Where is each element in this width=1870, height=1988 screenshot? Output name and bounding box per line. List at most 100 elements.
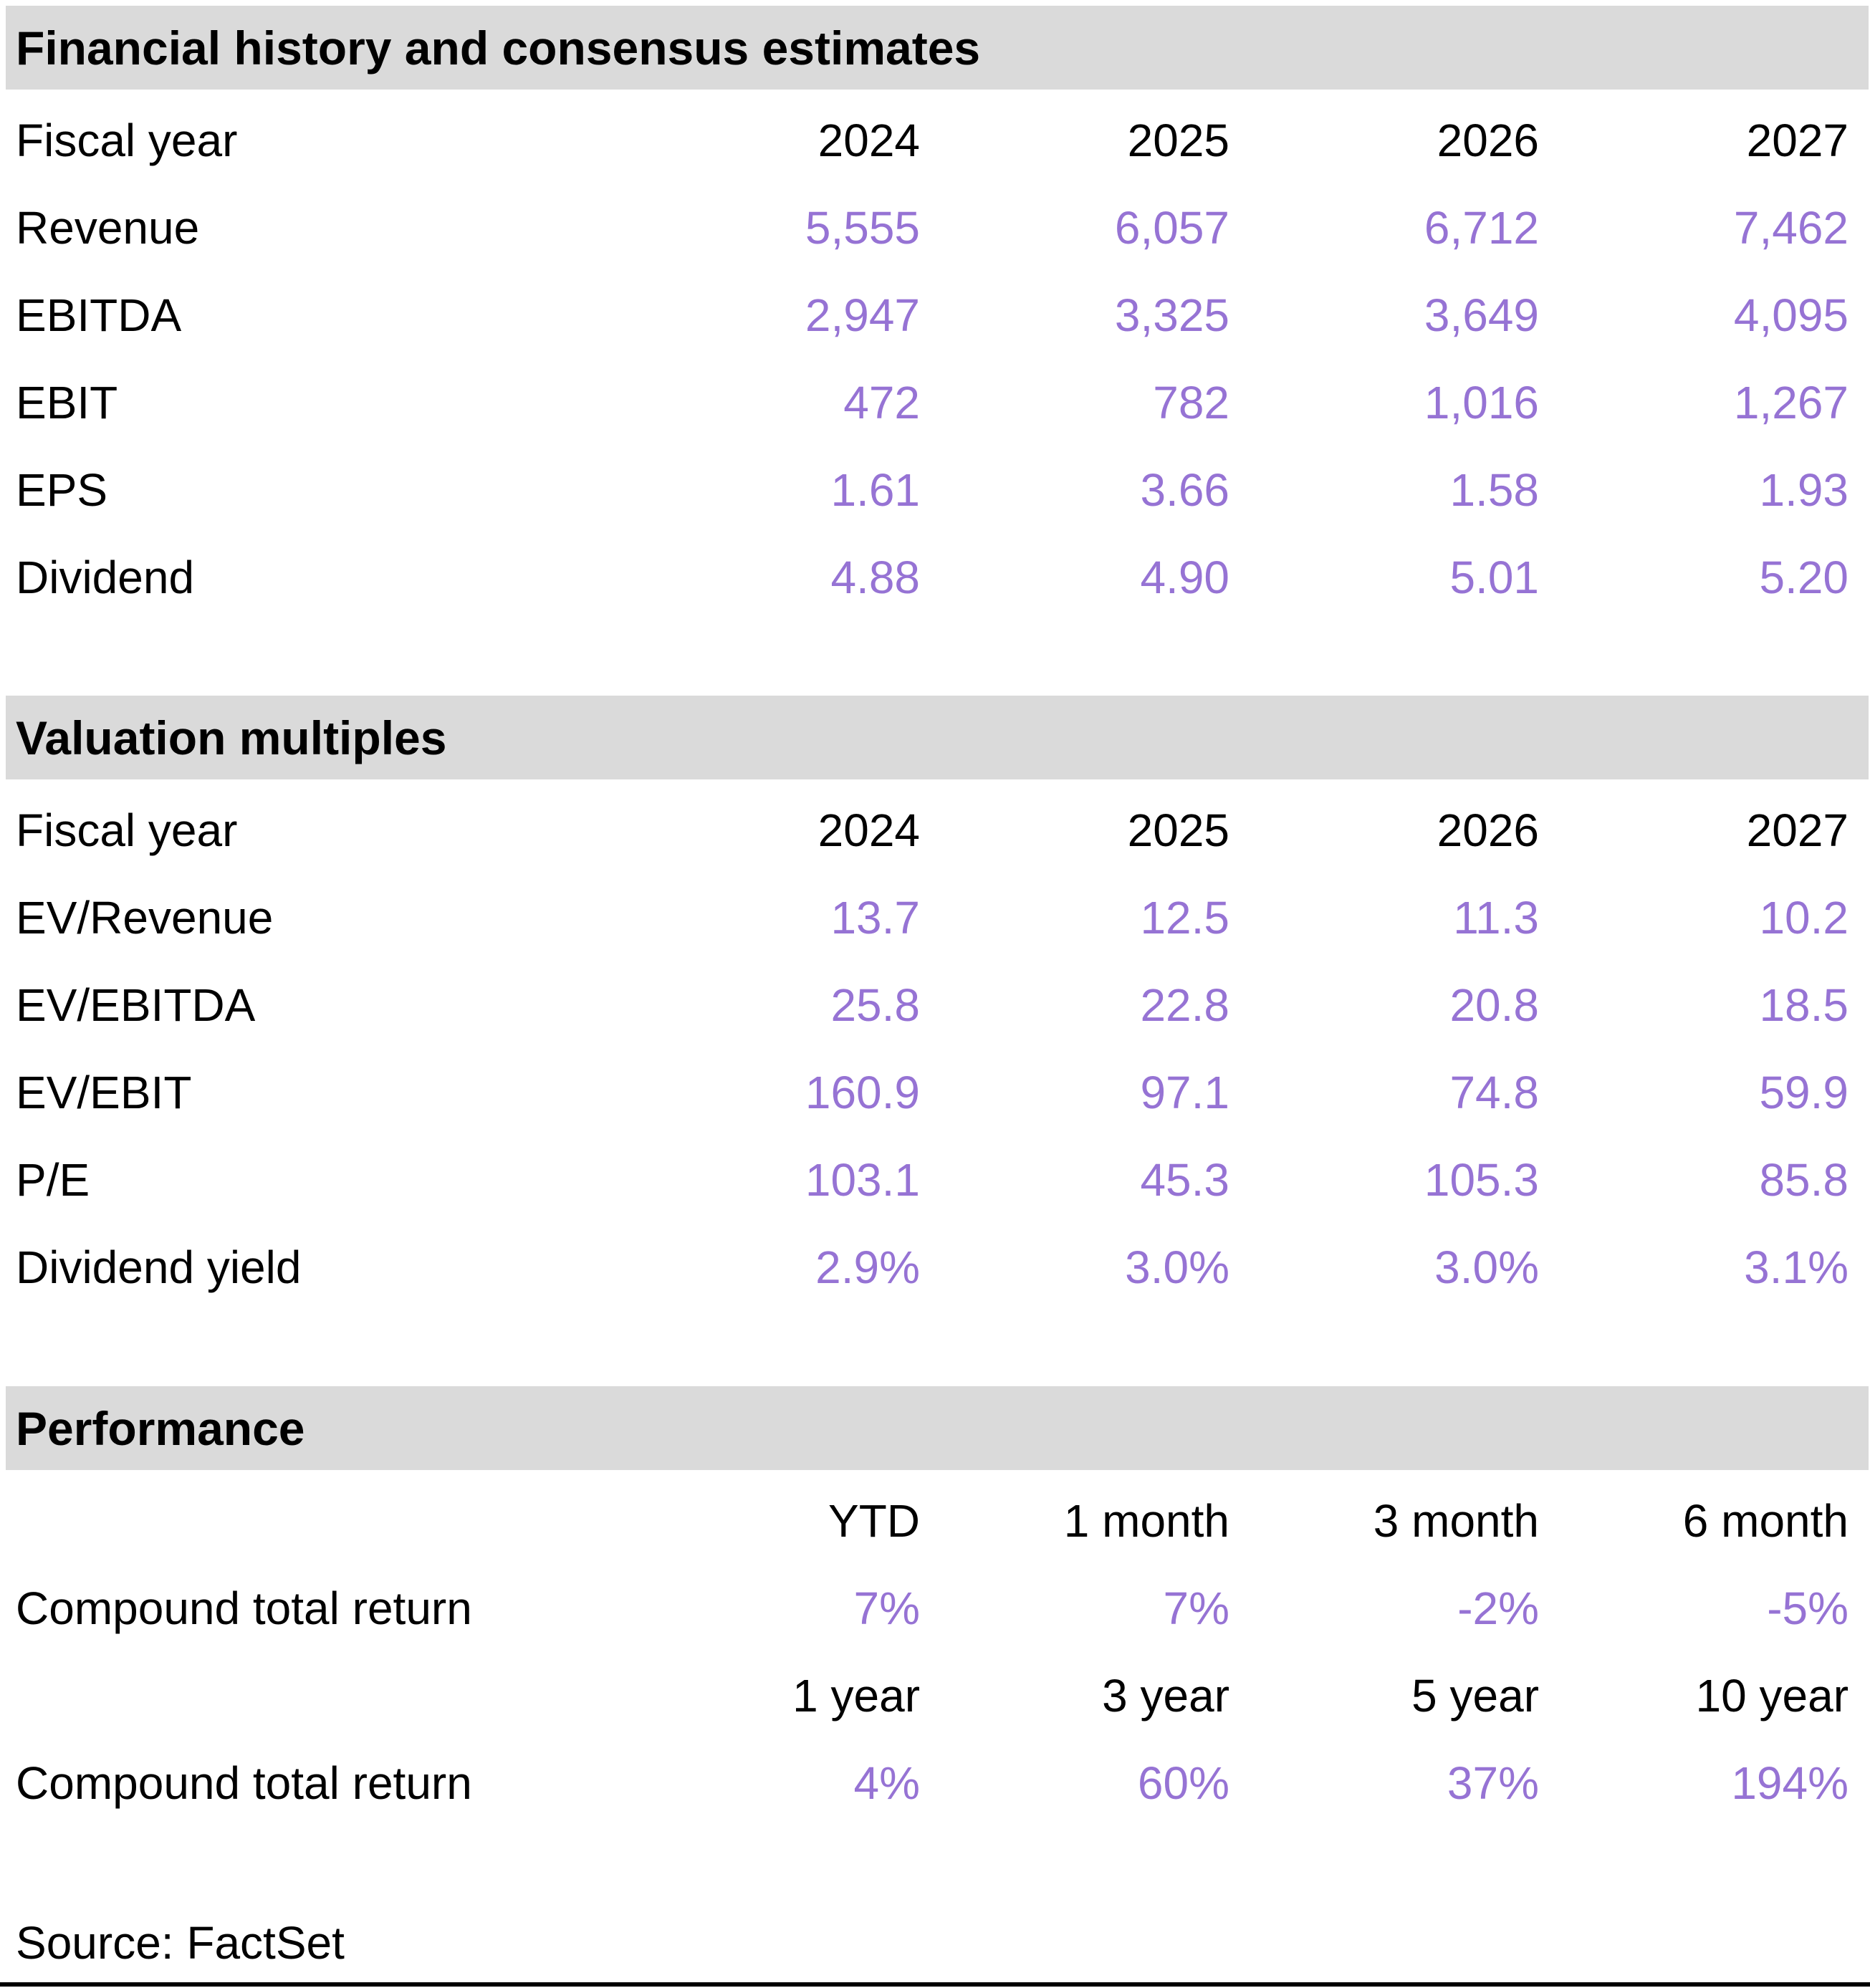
metric-value: 105.3 [1424, 1154, 1539, 1206]
source-row: Source: FactSet [0, 1899, 1870, 1987]
metric-value: 22.8 [1140, 979, 1229, 1031]
table-row-ebit: EBIT 472 782 1,016 1,267 [0, 359, 1870, 446]
section-title-performance: Performance [16, 1401, 305, 1455]
year-col-2025: 2025 [1127, 805, 1229, 856]
metric-value: 4,095 [1733, 289, 1849, 341]
table-row-ev-revenue: EV/Revenue 13.7 12.5 11.3 10.2 [0, 874, 1870, 961]
metric-value: 18.5 [1759, 979, 1849, 1031]
metric-value: 2,947 [805, 289, 920, 341]
metric-value: 160.9 [805, 1067, 920, 1118]
metric-label-ev-ebitda: EV/EBITDA [16, 979, 256, 1031]
metric-value: -5% [1767, 1583, 1849, 1634]
section-title-financial-history: Financial history and consensus estimate… [16, 21, 981, 75]
metric-label-ebitda: EBITDA [16, 289, 182, 341]
metric-value: 7% [853, 1583, 921, 1634]
metric-label-compound-total-return: Compound total return [16, 1757, 472, 1809]
metric-value: 782 [1153, 377, 1229, 428]
metric-value: 1.61 [830, 464, 920, 516]
period-col-5-year: 5 year [1411, 1670, 1539, 1722]
metric-value: 3,649 [1424, 289, 1539, 341]
metric-value: 45.3 [1140, 1154, 1229, 1206]
period-col-6-month: 6 month [1682, 1495, 1849, 1547]
period-col-1-month: 1 month [1063, 1495, 1229, 1547]
table-row-eps: EPS 1.61 3.66 1.58 1.93 [0, 446, 1870, 534]
table-row-ebitda: EBITDA 2,947 3,325 3,649 4,095 [0, 272, 1870, 359]
metric-value: 5.01 [1449, 552, 1539, 603]
metric-value: 7% [1163, 1583, 1230, 1634]
metric-value: 3.66 [1140, 464, 1229, 516]
metric-value: 20.8 [1449, 979, 1539, 1031]
table-row-dividend: Dividend 4.88 4.90 5.01 5.20 [0, 534, 1870, 621]
metric-label-ev-ebit: EV/EBIT [16, 1067, 192, 1118]
metric-label-dividend-yield: Dividend yield [16, 1242, 302, 1293]
metric-value: 10.2 [1759, 892, 1849, 943]
metric-value: 60% [1137, 1757, 1229, 1809]
period-col-10-year: 10 year [1695, 1670, 1849, 1722]
metric-value: 13.7 [830, 892, 920, 943]
table-row-ev-ebitda: EV/EBITDA 25.8 22.8 20.8 18.5 [0, 961, 1870, 1049]
section-title-valuation-multiples: Valuation multiples [16, 711, 447, 764]
table-row-compound-total-return-long: Compound total return 4% 60% 37% 194% [0, 1739, 1870, 1827]
metric-label-ev-revenue: EV/Revenue [16, 892, 274, 943]
metric-value: 472 [843, 377, 920, 428]
year-col-2027: 2027 [1746, 805, 1849, 856]
metric-value: 7,462 [1733, 202, 1849, 254]
table-row-revenue: Revenue 5,555 6,057 6,712 7,462 [0, 184, 1870, 272]
metric-value: 74.8 [1449, 1067, 1539, 1118]
metric-value: 3.1% [1744, 1242, 1849, 1293]
fiscal-year-label: Fiscal year [16, 115, 238, 166]
metric-value: -2% [1457, 1583, 1539, 1634]
metric-value: 85.8 [1759, 1154, 1849, 1206]
metric-value: 97.1 [1140, 1067, 1229, 1118]
metric-value: 5.20 [1759, 552, 1849, 603]
metric-value: 59.9 [1759, 1067, 1849, 1118]
metric-label-eps: EPS [16, 464, 108, 516]
metric-value: 1.93 [1759, 464, 1849, 516]
fiscal-year-label: Fiscal year [16, 805, 238, 856]
year-col-2024: 2024 [817, 115, 920, 166]
year-col-2026: 2026 [1437, 115, 1539, 166]
metric-value: 1,267 [1733, 377, 1849, 428]
top-spacer [0, 0, 1870, 6]
metric-value: 37% [1447, 1757, 1539, 1809]
metric-label-ebit: EBIT [16, 377, 118, 428]
metric-value: 3.0% [1434, 1242, 1539, 1293]
section-bar-valuation-multiples: Valuation multiples [6, 696, 1869, 779]
table-row-compound-total-return-short: Compound total return 7% 7% -2% -5% [0, 1565, 1870, 1652]
bottom-divider [0, 1982, 1870, 1987]
performance-header-row-short: YTD 1 month 3 month 6 month [0, 1477, 1870, 1565]
metric-value: 12.5 [1140, 892, 1229, 943]
metric-value: 25.8 [830, 979, 920, 1031]
metric-value: 4.88 [830, 552, 920, 603]
metric-value: 5,555 [805, 202, 920, 254]
period-col-1-year: 1 year [792, 1670, 920, 1722]
table-row-dividend-yield: Dividend yield 2.9% 3.0% 3.0% 3.1% [0, 1224, 1870, 1311]
metric-value: 103.1 [805, 1154, 920, 1206]
metric-value: 4.90 [1140, 552, 1229, 603]
source-note: Source: FactSet [16, 1917, 345, 1969]
fiscal-year-header-row-2: Fiscal year 2024 2025 2026 2027 [0, 787, 1870, 874]
metric-label-pe: P/E [16, 1154, 90, 1206]
metric-value: 1.58 [1449, 464, 1539, 516]
period-col-3-year: 3 year [1102, 1670, 1229, 1722]
metric-value: 6,057 [1114, 202, 1229, 254]
year-col-2024: 2024 [817, 805, 920, 856]
fiscal-year-header-row-1: Fiscal year 2024 2025 2026 2027 [0, 97, 1870, 184]
section-bar-financial-history: Financial history and consensus estimate… [6, 6, 1869, 90]
metric-value: 3.0% [1125, 1242, 1229, 1293]
metric-label-dividend: Dividend [16, 552, 195, 603]
table-row-pe: P/E 103.1 45.3 105.3 85.8 [0, 1136, 1870, 1224]
metric-value: 4% [853, 1757, 921, 1809]
period-col-3-month: 3 month [1373, 1495, 1539, 1547]
metric-label-compound-total-return: Compound total return [16, 1583, 472, 1634]
metric-value: 194% [1731, 1757, 1849, 1809]
year-col-2027: 2027 [1746, 115, 1849, 166]
metric-value: 11.3 [1453, 892, 1539, 943]
metric-value: 2.9% [815, 1242, 920, 1293]
section-bar-performance: Performance [6, 1386, 1869, 1470]
year-col-2026: 2026 [1437, 805, 1539, 856]
metric-value: 3,325 [1114, 289, 1229, 341]
table-row-ev-ebit: EV/EBIT 160.9 97.1 74.8 59.9 [0, 1049, 1870, 1136]
metric-value: 6,712 [1424, 202, 1539, 254]
